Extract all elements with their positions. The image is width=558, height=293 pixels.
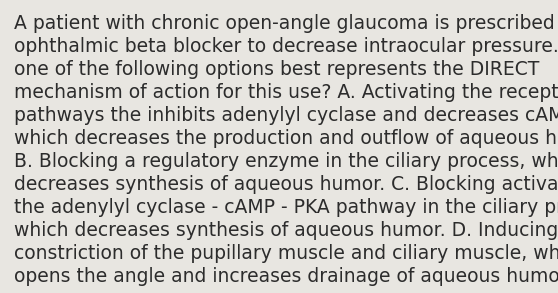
Text: opens the angle and increases drainage of aqueous humor: opens the angle and increases drainage o… (14, 267, 558, 286)
Text: one of the following options best represents the DIRECT: one of the following options best repres… (14, 60, 540, 79)
Text: mechanism of action for this use? A. Activating the receptor: mechanism of action for this use? A. Act… (14, 83, 558, 102)
Text: constriction of the pupillary muscle and ciliary muscle, which: constriction of the pupillary muscle and… (14, 244, 558, 263)
Text: pathways the inhibits adenylyl cyclase and decreases cAMP,: pathways the inhibits adenylyl cyclase a… (14, 106, 558, 125)
Text: which decreases synthesis of aqueous humor. D. Inducing: which decreases synthesis of aqueous hum… (14, 221, 558, 240)
Text: B. Blocking a regulatory enzyme in the ciliary process, which: B. Blocking a regulatory enzyme in the c… (14, 152, 558, 171)
Text: which decreases the production and outflow of aqueous humor.: which decreases the production and outfl… (14, 129, 558, 148)
Text: the adenylyl cyclase - cAMP - PKA pathway in the ciliary process,: the adenylyl cyclase - cAMP - PKA pathwa… (14, 198, 558, 217)
Text: ophthalmic beta blocker to decrease intraocular pressure. Which: ophthalmic beta blocker to decrease intr… (14, 37, 558, 56)
Text: A patient with chronic open-angle glaucoma is prescribed an: A patient with chronic open-angle glauco… (14, 14, 558, 33)
Text: decreases synthesis of aqueous humor. C. Blocking activation of: decreases synthesis of aqueous humor. C.… (14, 175, 558, 194)
